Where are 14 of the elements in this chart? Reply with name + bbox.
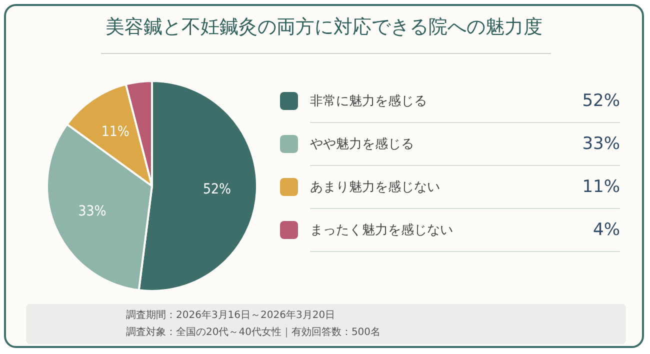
legend-label: まったく魅力を感じない bbox=[310, 222, 454, 239]
text: 11% bbox=[582, 177, 620, 197]
data-label: 11% bbox=[101, 124, 130, 140]
legend-label: あまり魅力を感じない bbox=[310, 179, 441, 196]
data-label: 52% bbox=[202, 182, 231, 198]
text: 33% bbox=[582, 134, 620, 154]
text: 52% bbox=[582, 91, 620, 111]
legend-label: やや魅力を感じる bbox=[310, 136, 415, 153]
text: 調査対象：全国の20代～40代女性｜有効回答数：500名 bbox=[126, 326, 381, 339]
chart-title: 美容鍼と不妊鍼灸の両方に対応できる院への魅力度 bbox=[104, 15, 544, 40]
legend-label: 非常に魅力を感じる bbox=[310, 93, 428, 110]
data-label: 4% bbox=[593, 220, 620, 240]
text: 調査期間：2026年3月16日～2026年3月20日 bbox=[126, 308, 336, 322]
data-label: 33% bbox=[78, 203, 106, 220]
